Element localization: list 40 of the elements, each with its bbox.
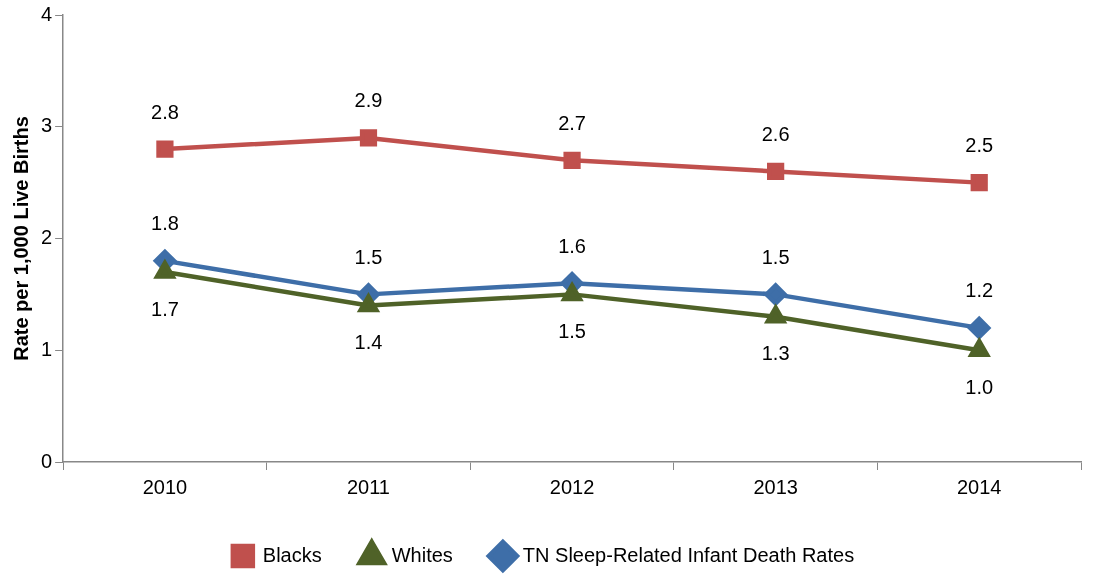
y-tick-label: 4 [41, 2, 53, 25]
legend-label: Blacks [262, 543, 322, 566]
legend-label: TN Sleep-Related Infant Death Rates [522, 543, 855, 566]
legend-label: Whites [391, 543, 453, 566]
data-label: 1.0 [965, 375, 994, 398]
data-label: 2.8 [151, 100, 179, 123]
x-tick-label: 2010 [142, 475, 188, 498]
point [563, 151, 581, 169]
y-tick-label: 2 [41, 226, 53, 249]
data-label: 1.8 [151, 212, 179, 235]
point [764, 283, 787, 306]
data-label: 1.5 [761, 245, 790, 268]
data-label: 1.3 [761, 342, 790, 365]
data-label: 1.7 [151, 297, 179, 320]
x-tick-label: 2012 [549, 475, 595, 498]
data-label: 1.4 [354, 331, 383, 354]
point [765, 305, 786, 324]
point [767, 162, 785, 181]
y-tick-label: 0 [41, 449, 53, 472]
x-tick-label: 2014 [956, 475, 1002, 498]
x-tick-label: 2013 [753, 475, 798, 498]
data-label: 1.2 [965, 279, 994, 302]
point [969, 339, 990, 357]
data-label: 2.5 [965, 134, 994, 157]
data-label: 2.9 [354, 89, 383, 112]
point [967, 316, 991, 340]
y-axis-title: Rate per 1,000 Live Births [9, 116, 32, 361]
point [359, 129, 378, 147]
data-label: 1.6 [558, 234, 586, 257]
data-label: 2.6 [761, 122, 790, 145]
y-tick-label: 1 [41, 337, 53, 360]
point [562, 283, 583, 302]
point [358, 294, 379, 313]
data-label: 2.7 [558, 111, 586, 134]
data-label: 1.5 [354, 245, 383, 268]
y-tick-label: 3 [41, 114, 53, 137]
point [970, 174, 988, 192]
x-tick-label: 2011 [346, 475, 390, 498]
data-label: 1.5 [558, 319, 586, 342]
point [156, 140, 174, 158]
